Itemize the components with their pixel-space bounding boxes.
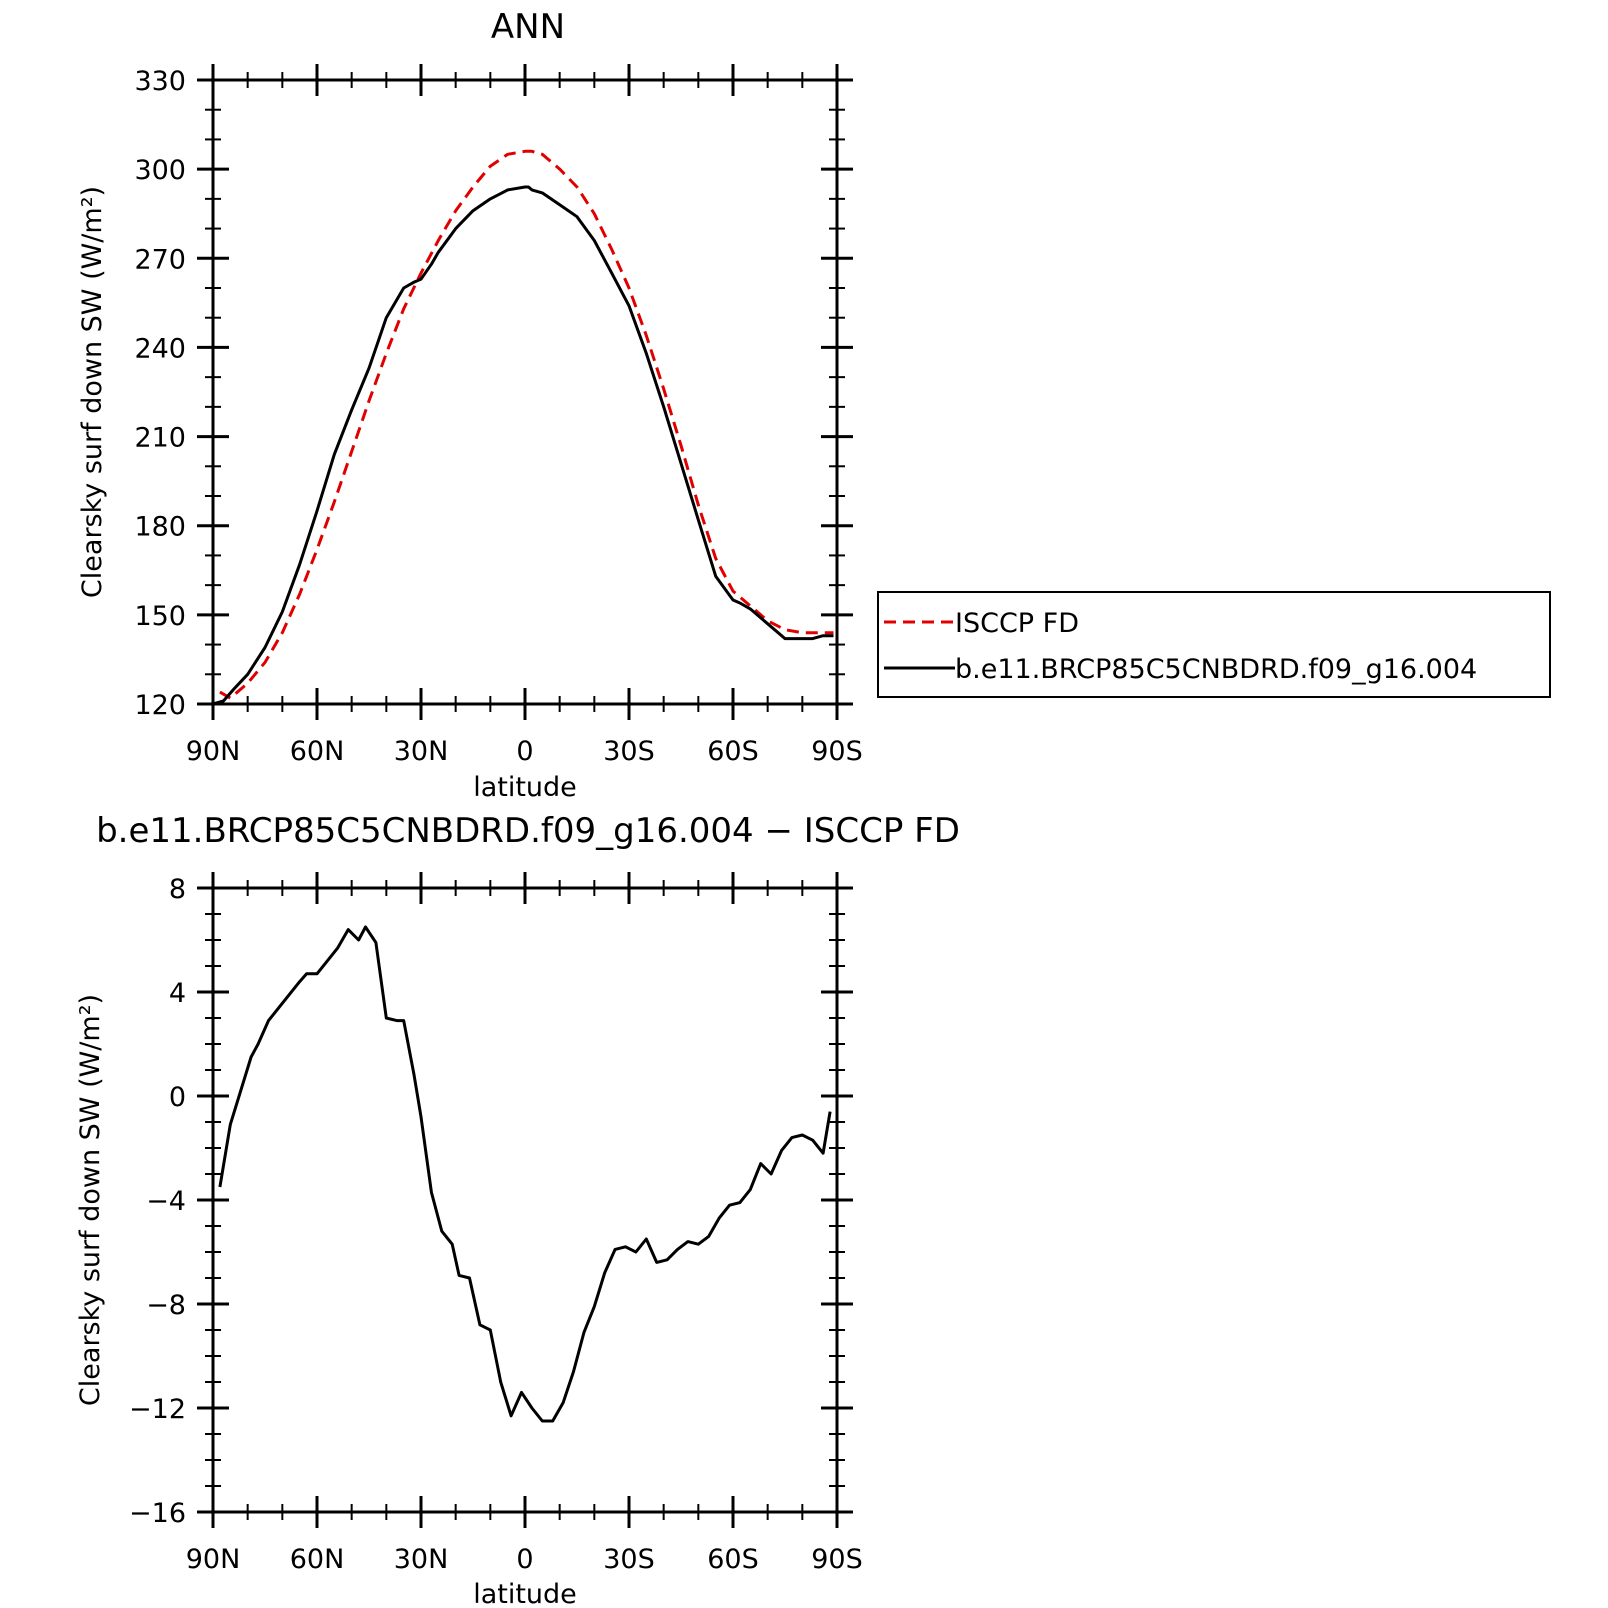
top-x-tick-label: 30S bbox=[603, 736, 655, 767]
top-y-tick-label: 120 bbox=[134, 690, 186, 721]
bottom-tick-marks bbox=[197, 872, 853, 1528]
bottom-y-tick-label: −12 bbox=[129, 1394, 186, 1425]
bottom-x-tick-label: 60S bbox=[707, 1544, 759, 1575]
bottom-y-tick-label: −4 bbox=[146, 1186, 186, 1217]
top-tick-marks bbox=[197, 64, 853, 720]
bottom-panel: b.e11.BRCP85C5CNBDRD.f09_g16.004 − ISCCP… bbox=[75, 811, 960, 1608]
top-x-axis-label: latitude bbox=[473, 772, 577, 803]
bottom-y-tick-label: −8 bbox=[146, 1290, 186, 1321]
top-x-tick-label: 90S bbox=[811, 736, 863, 767]
top-y-tick-label: 180 bbox=[134, 512, 186, 543]
top-y-tick-label: 150 bbox=[134, 601, 186, 632]
bottom-x-tick-label: 90S bbox=[811, 1544, 863, 1575]
bottom-y-tick-label: 8 bbox=[169, 874, 186, 905]
bottom-x-tick-label: 30S bbox=[603, 1544, 655, 1575]
bottom-series-group bbox=[218, 925, 832, 1423]
top-x-tick-label: 0 bbox=[516, 736, 533, 767]
top-x-tick-label: 60N bbox=[290, 736, 345, 767]
top-plot-frame bbox=[211, 78, 839, 706]
legend-label-model: b.e11.BRCP85C5CNBDRD.f09_g16.004 bbox=[955, 654, 1477, 685]
top-series-line-isccp bbox=[219, 149, 834, 700]
bottom-y-tick-label: −16 bbox=[129, 1498, 186, 1529]
legend: ISCCP FD b.e11.BRCP85C5CNBDRD.f09_g16.00… bbox=[877, 591, 1551, 698]
top-y-tick-label: 210 bbox=[134, 423, 186, 454]
legend-label-isccp: ISCCP FD bbox=[955, 608, 1079, 639]
bottom-x-axis-label: latitude bbox=[473, 1579, 577, 1608]
bottom-panel-title: b.e11.BRCP85C5CNBDRD.f09_g16.004 − ISCCP… bbox=[96, 811, 960, 851]
top-x-tick-label: 30N bbox=[394, 736, 449, 767]
top-series-line-model bbox=[212, 185, 834, 706]
bottom-y-tick-label: 0 bbox=[169, 1082, 186, 1113]
top-panel: ANN 120 150 180 210 240 270 300 330 90N … bbox=[77, 7, 1551, 803]
top-y-axis-label: Clearsky surf down SW (W/m²) bbox=[77, 186, 108, 598]
top-series-group bbox=[212, 149, 834, 706]
top-x-tick-label: 60S bbox=[707, 736, 759, 767]
top-y-tick-label: 300 bbox=[134, 155, 186, 186]
bottom-x-tick-label: 0 bbox=[516, 1544, 533, 1575]
top-y-tick-label: 270 bbox=[134, 244, 186, 275]
bottom-x-tick-label: 30N bbox=[394, 1544, 449, 1575]
top-y-tick-label: 330 bbox=[134, 66, 186, 97]
top-y-tick-label: 240 bbox=[134, 333, 186, 364]
bottom-x-tick-label: 90N bbox=[186, 1544, 241, 1575]
top-x-tick-label: 90N bbox=[186, 736, 241, 767]
bottom-x-tick-label: 60N bbox=[290, 1544, 345, 1575]
legend-box bbox=[877, 591, 1551, 698]
bottom-y-tick-label: 4 bbox=[169, 978, 186, 1009]
bottom-y-axis-label: Clearsky surf down SW (W/m²) bbox=[75, 994, 106, 1406]
top-panel-title: ANN bbox=[491, 7, 565, 47]
bot-series-line-difference bbox=[218, 925, 832, 1423]
